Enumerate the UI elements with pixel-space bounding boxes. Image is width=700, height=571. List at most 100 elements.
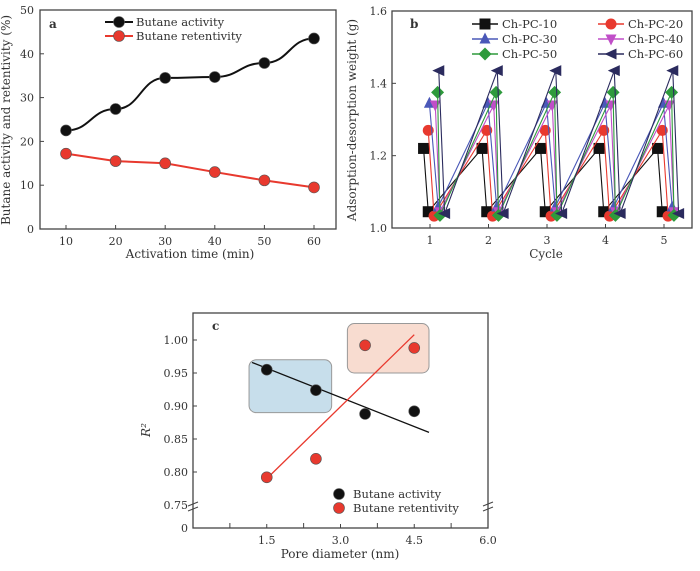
panel-a: 0 10 20 30 40 50 10 20 30 40 50 60 Activation time (… — [0, 4, 321, 261]
legend-marker — [605, 18, 617, 30]
data-point — [258, 174, 271, 187]
data-point — [555, 208, 568, 220]
panel-c-frame — [192, 312, 489, 529]
x-tick-label: 6.0 — [479, 534, 497, 547]
panel-b-frame — [391, 10, 693, 229]
data-point — [109, 155, 122, 167]
legend-label: Ch-PC-10 — [502, 17, 557, 31]
data-point — [432, 65, 445, 77]
data-point — [258, 57, 271, 69]
y-tick-label: 40 — [20, 48, 34, 61]
data-point — [481, 206, 493, 218]
legend-marker — [604, 48, 617, 60]
data-point — [159, 72, 171, 84]
y-tick-label: 0 — [27, 223, 34, 236]
x-tick-label: 3.0 — [332, 534, 350, 547]
legend-label: Butane activity — [136, 15, 225, 29]
y-tick-label: 20 — [20, 135, 34, 148]
panel-label: b — [410, 17, 418, 31]
series-line — [423, 147, 663, 214]
y-tick-label: 0.80 — [164, 466, 189, 479]
x-tick-label: 30 — [158, 235, 172, 248]
y-tick-label: 0.95 — [164, 367, 189, 380]
data-point — [209, 166, 221, 178]
series-line — [427, 128, 669, 218]
y-tick-label: 0.85 — [164, 433, 189, 446]
series-line — [437, 92, 675, 216]
data-point — [535, 142, 547, 154]
fit-line — [266, 334, 415, 480]
highlight-box — [346, 323, 430, 374]
data-point — [606, 85, 620, 99]
x-tick-label: 40 — [208, 235, 222, 248]
data-point — [60, 124, 72, 137]
data-point — [476, 142, 488, 154]
x-axis-label: Activation time (min) — [125, 247, 255, 261]
legend-marker — [333, 502, 345, 514]
data-point — [613, 208, 626, 220]
y-tick-label: 10 — [20, 179, 34, 192]
legend-label: Butane retentivity — [136, 29, 242, 43]
x-tick-label: 3 — [544, 234, 551, 247]
fit-line — [251, 361, 430, 434]
x-tick-label: 20 — [109, 235, 123, 248]
legend-label: Butane activity — [353, 487, 442, 501]
data-point — [438, 208, 451, 220]
y-tick-label: 0.90 — [164, 400, 189, 413]
series-line — [65, 37, 315, 132]
data-point — [418, 142, 430, 154]
data-point — [656, 206, 668, 218]
x-axis-label: Pore diameter (nm) — [281, 547, 400, 561]
y-tick-label: 1.4 — [370, 77, 388, 90]
data-point — [652, 142, 664, 154]
legend-label: Ch-PC-20 — [628, 17, 683, 31]
x-tick-label: 4 — [602, 234, 609, 247]
x-tick-label: 60 — [307, 235, 321, 248]
panel-label: c — [212, 319, 219, 333]
legend-label: Ch-PC-40 — [628, 32, 683, 46]
data-point — [539, 206, 551, 218]
data-point — [310, 452, 322, 465]
data-point — [593, 142, 605, 154]
data-point — [359, 339, 371, 352]
y-axis-label: Adsorption-desorption weight (g) — [345, 19, 359, 222]
y-tick-label: 0.75 — [164, 499, 189, 512]
x-tick-label: 2 — [485, 234, 492, 247]
series-line — [65, 152, 315, 189]
legend-marker — [478, 47, 492, 61]
panel-b: 1.0 1.2 1.4 1.6 1 2 3 4 5 Cycle Adsorption-desorpt… — [345, 5, 685, 261]
data-point — [549, 65, 562, 77]
legend-marker — [333, 488, 345, 500]
x-axis-label: Cycle — [529, 247, 563, 261]
y-axis-label: Butane activity and retentivity (%) — [0, 15, 13, 225]
legend-label: Butane retentivity — [353, 501, 459, 515]
y-tick-label: 1.6 — [370, 5, 388, 18]
data-point — [665, 85, 679, 99]
data-point — [607, 65, 620, 77]
legend-marker — [479, 18, 491, 30]
data-point — [308, 181, 320, 194]
y-tick-label: 0 — [181, 522, 188, 535]
y-tick-label: 1.2 — [370, 150, 388, 163]
data-point — [159, 157, 171, 170]
data-point — [422, 206, 434, 218]
data-point — [109, 103, 122, 115]
data-point — [260, 471, 273, 484]
x-tick-label: 10 — [59, 235, 73, 248]
data-point — [548, 85, 562, 99]
data-point — [408, 405, 421, 418]
data-point — [489, 85, 503, 99]
data-point — [209, 71, 221, 83]
x-tick-label: 1 — [427, 234, 434, 247]
series-line — [434, 102, 675, 214]
x-tick-label: 5 — [661, 234, 668, 247]
y-tick-label: 50 — [20, 4, 34, 17]
data-point — [308, 32, 320, 45]
x-tick-label: 50 — [257, 235, 271, 248]
data-point — [359, 408, 371, 420]
legend-marker — [605, 34, 617, 46]
y-tick-label: 1.0 — [370, 222, 388, 235]
series-line — [428, 101, 673, 210]
legend-marker — [113, 16, 125, 28]
